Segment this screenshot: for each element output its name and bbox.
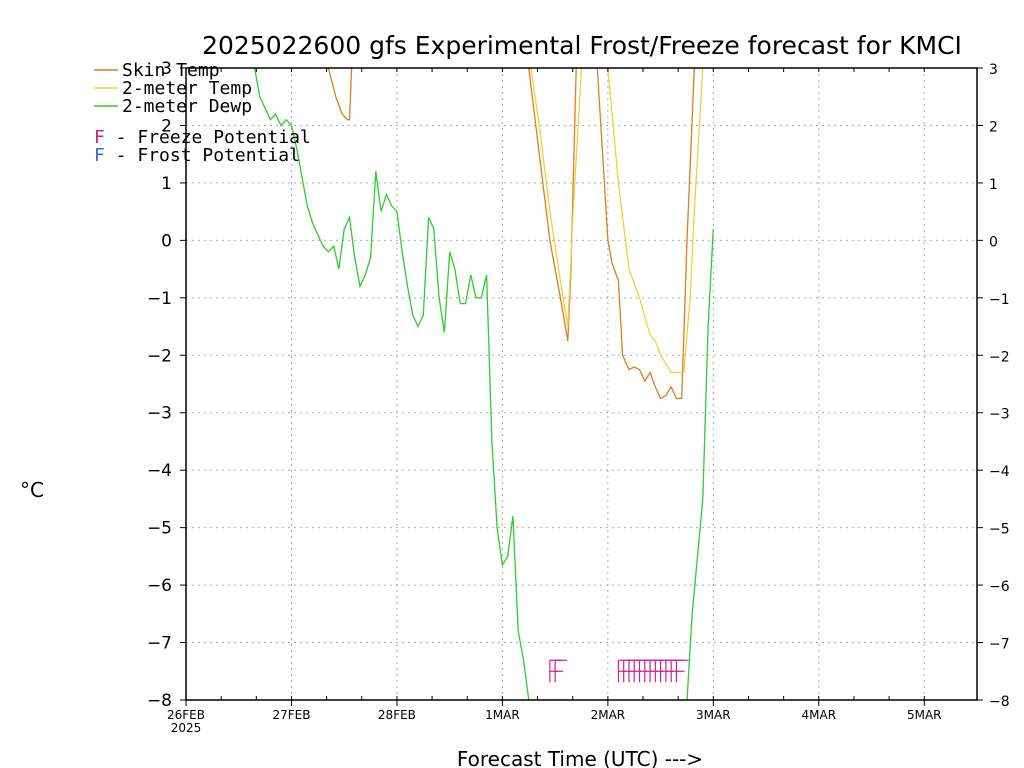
x-tick-label: 28FEB xyxy=(378,708,416,722)
legend-label: Skin Temp xyxy=(122,60,220,81)
x-tick-label: 5MAR xyxy=(907,708,942,722)
y-tick-label-right: 3 xyxy=(989,62,998,78)
legend-label: 2-meter Dewp xyxy=(122,96,252,117)
y-tick-label-left: −1 xyxy=(147,289,172,309)
y-axis-label: °C xyxy=(20,478,44,502)
x-tick-label: 1MAR xyxy=(485,708,520,722)
potential-legend-item: F - Frost Potential xyxy=(94,145,300,166)
plot-frame xyxy=(185,67,978,701)
potential-markers xyxy=(549,659,689,683)
y-tick-label-left: −7 xyxy=(147,634,172,654)
axis-ticks xyxy=(180,67,983,706)
x-tick-label: 3MAR xyxy=(696,708,731,722)
y-tick-label-right: 0 xyxy=(989,234,998,250)
series-line-skin-temp xyxy=(327,68,353,121)
y-tick-label-left: −2 xyxy=(147,346,172,366)
y-tick-label-left: −4 xyxy=(147,461,172,481)
y-tick-label-right: −4 xyxy=(989,464,1010,480)
x-tick-label: 2MAR xyxy=(591,708,626,722)
series-line-2-meter-dewp xyxy=(686,228,714,700)
potential-legend-item: F - Freeze Potential xyxy=(94,127,311,148)
series-line-2-meter-temp xyxy=(530,68,704,374)
y-tick-label-left: 3 xyxy=(161,59,172,79)
chart-title: 2025022600 gfs Experimental Frost/Freeze… xyxy=(202,31,962,60)
series-line-skin-temp xyxy=(528,68,706,400)
axis-tick-labels: 3 3 2 2 1 1 0 0 −1 −1 −2 −2 −3 −3 −4 −4 −5 −5 −6 −6 −7 −7 −8 −8… xyxy=(147,59,1010,722)
y-tick-label-left: −8 xyxy=(147,691,172,711)
potential-marker xyxy=(554,659,568,683)
y-tick-label-right: −8 xyxy=(989,694,1010,710)
y-tick-label-right: −6 xyxy=(989,579,1010,595)
series-lines xyxy=(253,68,714,700)
y-tick-label-left: −5 xyxy=(147,519,172,539)
potential-marker xyxy=(675,659,689,683)
x-tick-label: 27FEB xyxy=(272,708,310,722)
y-tick-label-left: 2 xyxy=(161,116,172,136)
x-tick-label: 4MAR xyxy=(802,708,837,722)
legend-label: 2-meter Temp xyxy=(122,78,252,99)
y-tick-label-right: −2 xyxy=(989,349,1010,365)
y-tick-label-right: 2 xyxy=(989,119,998,135)
y-tick-label-left: 1 xyxy=(161,174,172,194)
y-tick-label-right: −3 xyxy=(989,407,1010,423)
y-tick-label-right: 1 xyxy=(989,177,998,193)
x-axis-label: Forecast Time (UTC) ---> xyxy=(457,747,703,768)
series-line-2-meter-dewp xyxy=(253,68,569,700)
y-tick-label-right: −1 xyxy=(989,292,1010,308)
y-tick-label-right: −7 xyxy=(989,637,1010,653)
y-tick-label-left: −3 xyxy=(147,404,172,424)
y-tick-label-left: −6 xyxy=(147,576,172,596)
y-tick-label-right: −5 xyxy=(989,522,1010,538)
x-year-label: 2025 xyxy=(171,721,202,735)
x-tick-label: 26FEB xyxy=(167,708,205,722)
y-tick-label-left: 0 xyxy=(161,231,172,251)
